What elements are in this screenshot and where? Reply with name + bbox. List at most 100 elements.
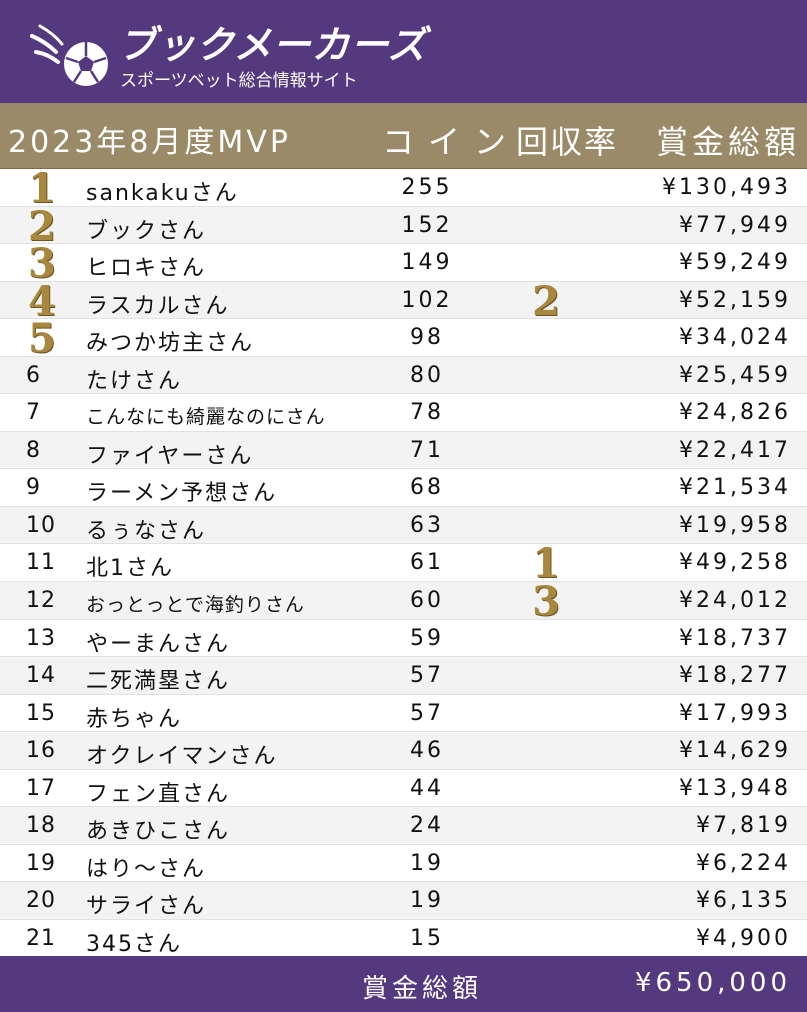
table-row: 5 みつか坊主さん 98 ¥34,024: [0, 315, 807, 362]
total-footer: 賞金総額 ¥650,000: [0, 956, 807, 1012]
prize-amount: ¥6,224: [696, 850, 791, 876]
prize-amount: ¥52,159: [679, 287, 791, 313]
coin-column-header: コイン: [382, 123, 521, 161]
prize-amount: ¥7,819: [696, 813, 791, 839]
table-row: 7 こんなにも綺麗なのにさん 78 ¥24,826: [0, 394, 807, 432]
rank-number: 11: [26, 550, 56, 576]
prize-amount: ¥21,534: [679, 475, 791, 501]
prize-amount: ¥24,012: [679, 588, 791, 614]
table-title: 2023年8月度MVP: [8, 125, 291, 160]
prize-amount: ¥25,459: [679, 362, 791, 388]
player-name: はり～さん: [86, 856, 207, 882]
rank-cell: 19: [0, 845, 72, 882]
table-row: 4 ラスカルさん 102 2 ¥52,159: [0, 278, 807, 325]
player-name: こんなにも綺麗なのにさん: [86, 406, 326, 429]
player-name: ラーメン予想さん: [86, 481, 278, 507]
coin-count: 102: [401, 287, 453, 313]
prize-amount: ¥49,258: [679, 550, 791, 576]
player-name: るぅなさん: [86, 518, 207, 544]
player-name: ブックさん: [86, 218, 207, 244]
prize-amount: ¥13,948: [679, 775, 791, 801]
rank-cell: 4: [0, 278, 72, 325]
coin-count: 255: [401, 175, 453, 200]
table-header: 2023年8月度MVP コイン 回収率 賞金総額: [0, 103, 807, 169]
coin-count: 44: [410, 775, 444, 801]
rank-number: 9: [26, 475, 41, 501]
player-name: ヒロキさん: [86, 256, 207, 282]
top-banner: ブックメーカーズ スポーツベット総合情報サイト: [0, 0, 807, 103]
ranking-table: 1 sankakuさん 255 ¥130,493 2 ブックさん 152 ¥77,949 3 ヒロ…: [0, 165, 807, 958]
player-name: 345さん: [86, 931, 182, 957]
recovery-rate-rank: 1: [532, 540, 560, 588]
rank-cell: 9: [0, 469, 72, 506]
rank-cell: 8: [0, 432, 72, 469]
prize-amount: ¥6,135: [696, 888, 791, 914]
prize-amount: ¥77,949: [679, 212, 791, 238]
rank-cell: 18: [0, 807, 72, 844]
table-row: 21 345さん 15 ¥4,900: [0, 919, 807, 958]
rank-medal-number: 5: [28, 315, 56, 363]
rank-number: 19: [26, 850, 56, 876]
player-name: ファイヤーさん: [86, 443, 254, 469]
table-row: 14 二死満塁さん 57 ¥18,277: [0, 657, 807, 695]
player-name: ラスカルさん: [86, 293, 230, 319]
brand-tagline: スポーツベット総合情報サイト: [120, 71, 358, 91]
rank-cell: 12: [0, 582, 72, 619]
table-row: 17 フェン直さん 44 ¥13,948: [0, 769, 807, 808]
coin-count: 60: [410, 588, 444, 614]
coin-count: 46: [410, 738, 444, 764]
player-name: みつか坊主さん: [86, 331, 255, 357]
player-name: 二死満塁さん: [86, 669, 231, 695]
rank-cell: 6: [0, 357, 72, 394]
player-name: サライさん: [86, 894, 207, 920]
coin-count: 59: [410, 625, 444, 651]
player-name: たけさん: [86, 368, 183, 394]
prize-amount: ¥24,826: [679, 400, 791, 426]
rank-number: 10: [26, 512, 56, 538]
coin-count: 78: [410, 400, 444, 426]
soccer-ball-flame-icon: [30, 24, 108, 86]
prize-column-header: 賞金総額: [656, 123, 801, 161]
prize-amount: ¥18,277: [679, 663, 791, 689]
recovery-rate-rank: 2: [532, 277, 560, 325]
rank-cell: 10: [0, 507, 72, 544]
table-row: 11 北1さん 61 1 ¥49,258: [0, 540, 807, 587]
coin-count: 24: [410, 813, 444, 839]
table-row: 8 ファイヤーさん 71 ¥22,417: [0, 431, 807, 470]
rank-cell: 3: [0, 240, 72, 287]
table-row: 16 オクレイマンさん 46 ¥14,629: [0, 732, 807, 770]
table-row: 15 赤ちゃん 57 ¥17,993: [0, 694, 807, 733]
table-row: 19 はり～さん 19 ¥6,224: [0, 844, 807, 883]
table-row: 9 ラーメン予想さん 68 ¥21,534: [0, 469, 807, 507]
brand-name: ブックメーカーズ: [118, 23, 427, 67]
prize-amount: ¥17,993: [679, 700, 791, 726]
rank-cell: 17: [0, 770, 72, 807]
coin-count: 68: [410, 475, 444, 501]
coin-count: 71: [410, 437, 444, 463]
coin-count: 19: [410, 888, 444, 914]
player-name: 赤ちゃん: [86, 706, 183, 732]
prize-amount: ¥130,493: [662, 175, 791, 200]
rank-number: 13: [26, 625, 56, 651]
player-name: フェン直さん: [86, 781, 231, 807]
coin-count: 98: [410, 325, 444, 351]
coin-count: 19: [410, 850, 444, 876]
coin-count: 57: [410, 663, 444, 689]
coin-count: 149: [401, 250, 453, 276]
rank-number: 16: [26, 738, 56, 764]
rank-medal-number: 4: [28, 277, 56, 325]
rank-number: 15: [26, 700, 56, 726]
prize-amount: ¥14,629: [679, 738, 791, 764]
rank-cell: 7: [0, 394, 72, 431]
rank-cell: 15: [0, 695, 72, 732]
rank-number: 8: [26, 437, 41, 463]
coin-count: 15: [410, 925, 444, 951]
rank-cell: 14: [0, 657, 72, 694]
coin-count: 57: [410, 700, 444, 726]
rank-number: 12: [26, 588, 56, 614]
table-row: 3 ヒロキさん 149 ¥59,249: [0, 240, 807, 287]
total-label: 賞金総額: [362, 974, 483, 1004]
table-row: 12 おっとっとで海釣りさん 60 3 ¥24,012: [0, 578, 807, 625]
rank-cell: 1: [0, 165, 72, 212]
player-name: あきひこさん: [86, 819, 231, 845]
